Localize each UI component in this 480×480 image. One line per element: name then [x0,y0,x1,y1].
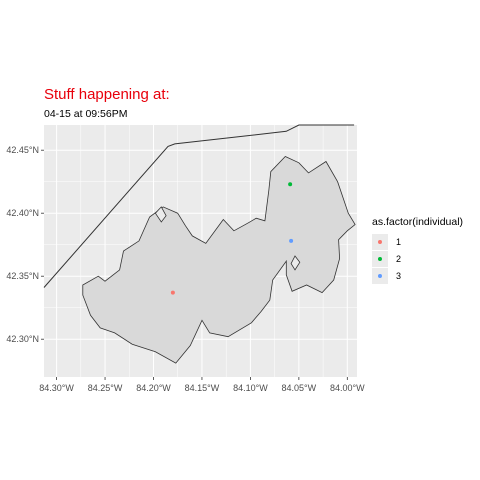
y-tick-label: 42.30°N [6,334,39,344]
y-tick-label: 42.45°N [6,145,39,155]
x-tick-label: 84.30°W [39,383,74,393]
legend-label-3: 3 [396,271,402,281]
map-subtitle: 04-15 at 09:56PM [44,108,128,120]
legend-label-2: 2 [396,254,402,264]
y-tick-label: 42.35°N [6,271,39,281]
legend-key-3 [372,268,388,284]
x-tick-label: 84.25°W [88,383,123,393]
map-polygon [154,206,167,223]
x-tick-label: 84.15°W [185,383,220,393]
map-points [170,182,294,295]
x-tick-label: 84.00°W [330,383,365,393]
legend-dot-2 [378,257,382,261]
y-axis: 42.30°N 42.35°N 42.40°N 42.45°N [6,145,44,344]
legend-label-1: 1 [396,237,402,247]
x-tick-label: 84.10°W [233,383,268,393]
x-axis: 84.30°W 84.25°W 84.20°W 84.15°W 84.10°W 84.05… [39,377,365,393]
boundary-line [43,124,355,288]
map-polygon [82,156,356,364]
legend-title: as.factor(individual) [372,216,464,228]
legend-key-2 [372,251,388,267]
map-boundary-line [43,124,355,288]
map-title: Stuff happening at: [44,86,170,103]
legend-dot-1 [378,240,382,244]
x-tick-label: 84.20°W [136,383,171,393]
map-point-1 [170,290,175,295]
legend-key-1 [372,234,388,250]
map-polygon [290,255,301,271]
legend-dot-3 [378,274,382,278]
x-tick-label: 84.05°W [282,383,317,393]
y-tick-label: 42.40°N [6,208,39,218]
map-point-2 [288,182,293,187]
map-point-3 [289,238,294,243]
map-polygons [82,156,356,364]
